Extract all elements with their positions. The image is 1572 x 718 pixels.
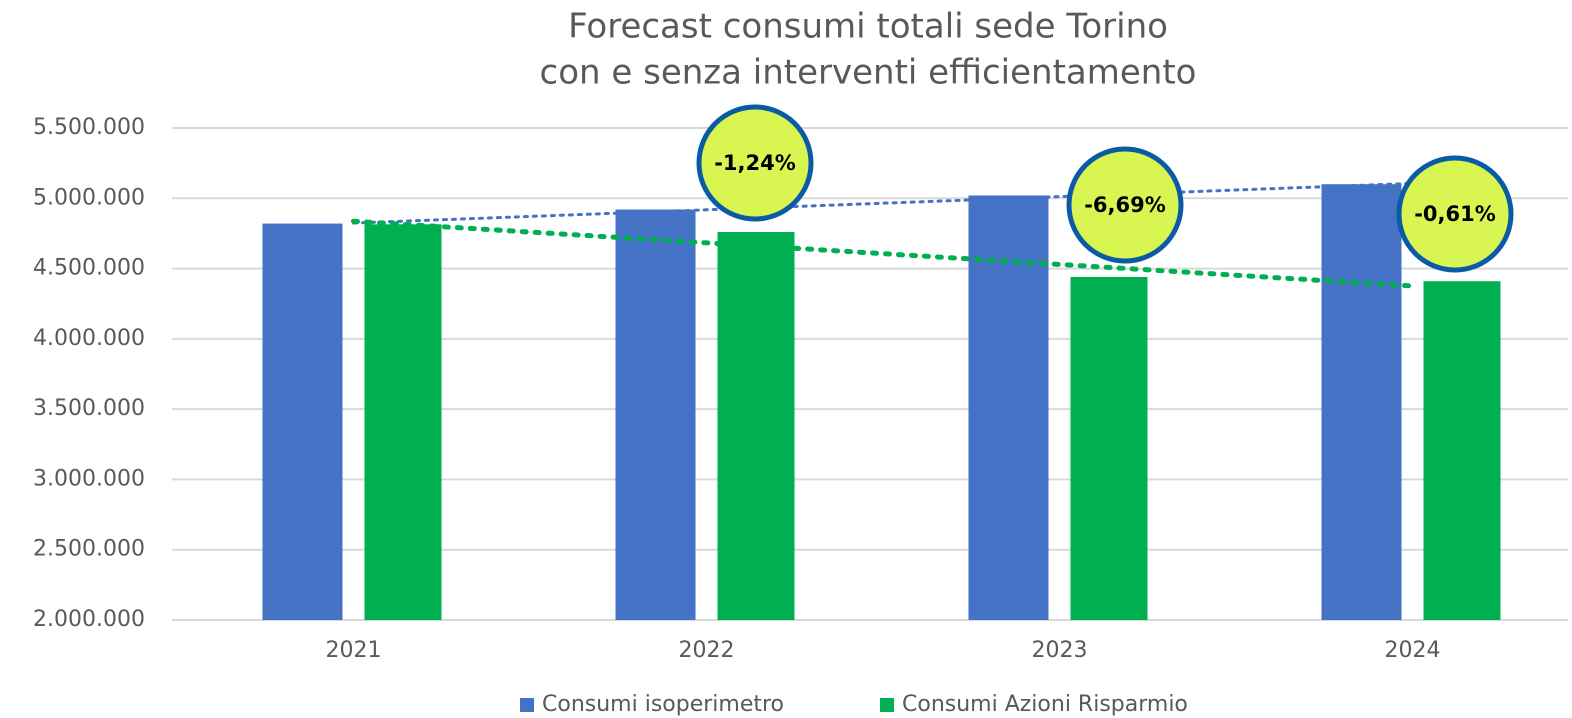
chart-subtitle: con e senza interventi efficientamento (540, 53, 1197, 93)
y-tick-label: 3.500.000 (33, 396, 145, 421)
trendline (351, 218, 1415, 289)
bar (717, 232, 795, 620)
annotation-circle (696, 104, 814, 222)
annotation: -0,61% (1414, 202, 1496, 226)
legend-swatch (520, 698, 534, 712)
annotation-circle (1066, 146, 1184, 264)
bar (1321, 184, 1402, 620)
bar (262, 223, 343, 621)
bar (1070, 277, 1148, 620)
y-tick-label: 2.000.000 (33, 607, 145, 632)
annotation: -6,69% (1084, 193, 1166, 217)
y-tick-label: 4.500.000 (33, 256, 145, 281)
chart-title: Forecast consumi totali sede Torino (568, 7, 1168, 47)
bar (615, 209, 696, 620)
legend-swatch (880, 698, 894, 712)
x-tick-label: 2022 (679, 638, 735, 663)
annotation-circle (1396, 155, 1514, 273)
bar (1423, 281, 1501, 620)
x-tick-label: 2021 (326, 638, 382, 663)
legend-label: Consumi isoperimetro (542, 692, 784, 717)
bar (364, 224, 442, 620)
bar (968, 195, 1049, 620)
x-tick-label: 2024 (1385, 638, 1441, 663)
legend-label: Consumi Azioni Risparmio (902, 692, 1188, 717)
trendline (352, 181, 1414, 225)
y-tick-label: 3.000.000 (33, 466, 145, 491)
y-tick-label: 5.000.000 (33, 185, 145, 210)
annotation: -1,24% (714, 151, 796, 175)
y-tick-label: 2.500.000 (33, 537, 145, 562)
x-tick-label: 2023 (1032, 638, 1088, 663)
y-tick-label: 5.500.000 (33, 115, 145, 140)
y-tick-label: 4.000.000 (33, 326, 145, 351)
